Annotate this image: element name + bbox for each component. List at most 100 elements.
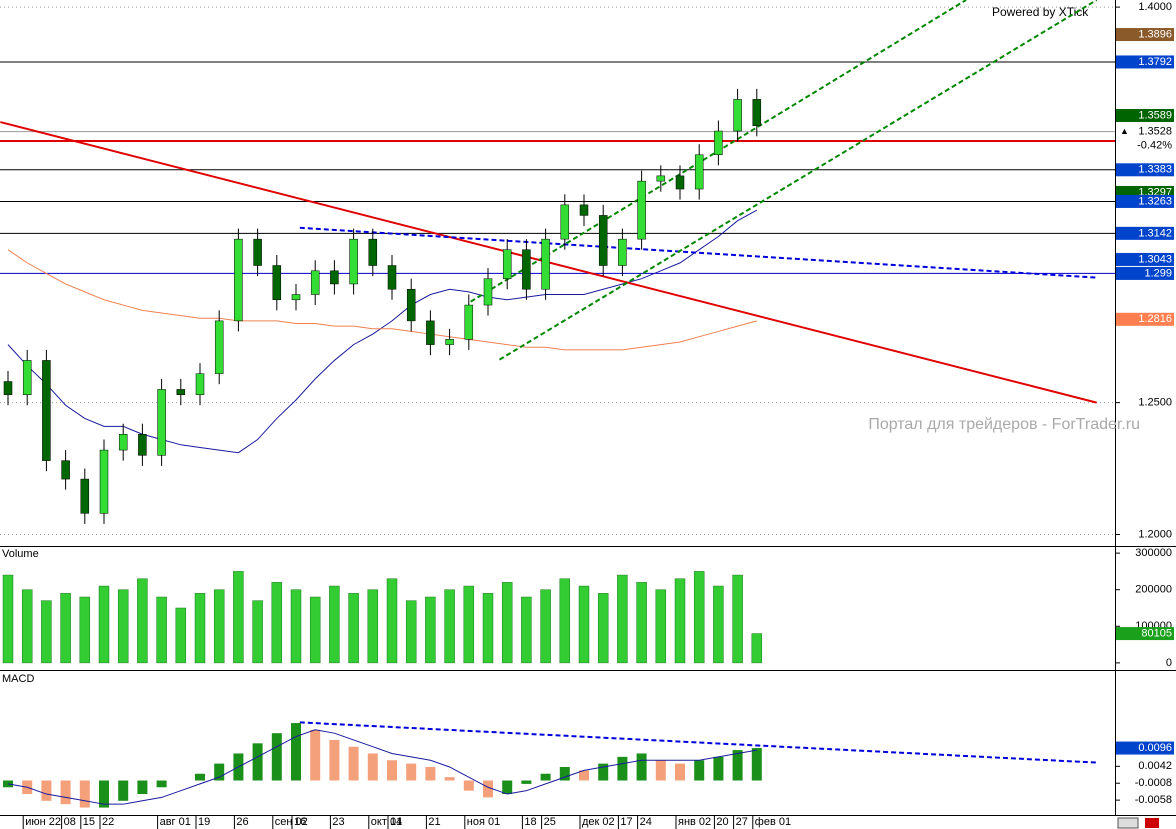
moving-average (7, 209, 758, 454)
level-box (1116, 163, 1174, 177)
level-box (1116, 312, 1174, 326)
volume-bar (271, 582, 283, 664)
candle-body (22, 360, 32, 395)
candle-body (656, 175, 666, 182)
candle-body (138, 434, 147, 456)
candle-body (445, 339, 454, 345)
x-tick-label: 18 (524, 816, 536, 828)
level-box (1116, 108, 1174, 122)
candle-body (349, 238, 358, 285)
macd-bar (617, 756, 628, 781)
macd-bar (252, 743, 263, 781)
y-tick-label: 0.0042 (1138, 760, 1172, 772)
macd-bar (387, 760, 397, 781)
candle-body (234, 238, 243, 322)
x-tick-label: 19 (198, 816, 210, 828)
volume-bar (252, 600, 263, 664)
x-tick-label: 24 (640, 816, 652, 828)
level-box (1116, 252, 1174, 266)
level-label: 1.299 (1144, 267, 1172, 279)
panel-title: MACD (2, 673, 34, 685)
volume-bar (655, 589, 667, 664)
volume-bar (425, 596, 436, 664)
trend-line (299, 721, 1097, 764)
icon-button[interactable] (1145, 818, 1159, 828)
panel-title: Volume (2, 548, 39, 560)
x-tick-label: фев 01 (755, 816, 791, 828)
macd-bar (406, 763, 417, 781)
x-tick-label: 22 (102, 816, 114, 828)
candle-body (637, 180, 646, 240)
volume-bar (2, 574, 14, 664)
candle-body (253, 238, 262, 266)
macd-bar (483, 780, 493, 798)
macd-bar (41, 780, 52, 801)
x-tick-label: сен 02 (275, 816, 308, 828)
x-tick-label: 25 (544, 816, 556, 828)
volume-bar (41, 600, 52, 664)
candle-body (387, 265, 397, 290)
x-tick-label: 21 (428, 816, 440, 828)
x-tick-label: авг 01 (160, 816, 191, 828)
volume-bar (348, 593, 359, 664)
volume-bar (751, 633, 763, 664)
level-label: 1.3528 (1138, 125, 1172, 137)
volume-bar (559, 578, 571, 664)
level-label: 1.2816 (1138, 313, 1172, 325)
macd-bar (732, 750, 743, 781)
macd-bar (675, 763, 685, 781)
candle-body (61, 460, 70, 480)
macd-bar (195, 773, 205, 781)
x-tick-label: июн 22 (25, 816, 61, 828)
volume-bar (175, 607, 187, 664)
level-box (1116, 266, 1174, 280)
candle-body (368, 238, 378, 266)
volume-bar (60, 593, 71, 664)
candle-body (195, 373, 205, 395)
x-tick-label: 15 (83, 816, 95, 828)
volume-bar (233, 571, 244, 664)
macd-bar (463, 780, 474, 791)
macd-bar (598, 763, 609, 781)
level-label: 1.3383 (1138, 164, 1172, 176)
macd-bar (636, 753, 647, 781)
candle-body (330, 270, 339, 285)
volume-bar (713, 585, 724, 664)
moving-average (7, 249, 757, 351)
candle-body (694, 154, 704, 190)
volume-bar (444, 589, 455, 664)
candle-body (176, 389, 186, 395)
candle-body (733, 99, 742, 132)
x-tick-label: 27 (736, 816, 748, 828)
macd-bar (751, 748, 762, 781)
candle-body (426, 320, 435, 345)
x-tick-label: 14 (390, 816, 402, 828)
macd-bar (694, 760, 705, 781)
volume-bar (405, 600, 417, 664)
volume-bar (213, 589, 225, 664)
macd-bar (559, 766, 570, 781)
candle-body (502, 249, 512, 279)
volume-bar (367, 589, 379, 664)
candle-body (118, 434, 128, 451)
volume-bar (732, 574, 743, 664)
level-label: 1.3792 (1138, 56, 1172, 68)
y-tick-label: 0 (1166, 657, 1172, 669)
candle-body (464, 304, 474, 340)
x-tick-label: 26 (236, 816, 248, 828)
y-tick-label: 1.2000 (1138, 528, 1172, 540)
level-box (1116, 55, 1174, 69)
x-tick-label: 08 (64, 816, 76, 828)
volume-bar (578, 585, 590, 664)
trend-line (499, 0, 1098, 361)
level-label: 1.3043 (1138, 253, 1172, 265)
macd-bar (425, 766, 436, 781)
level-label: 1.3589 (1138, 109, 1172, 121)
volume-bar (79, 596, 91, 664)
last-volume-label-box (1116, 627, 1174, 641)
macd-bar (521, 780, 532, 784)
macd-bar (271, 733, 282, 781)
volume-bar (674, 578, 686, 664)
icon-button[interactable] (1117, 817, 1139, 829)
